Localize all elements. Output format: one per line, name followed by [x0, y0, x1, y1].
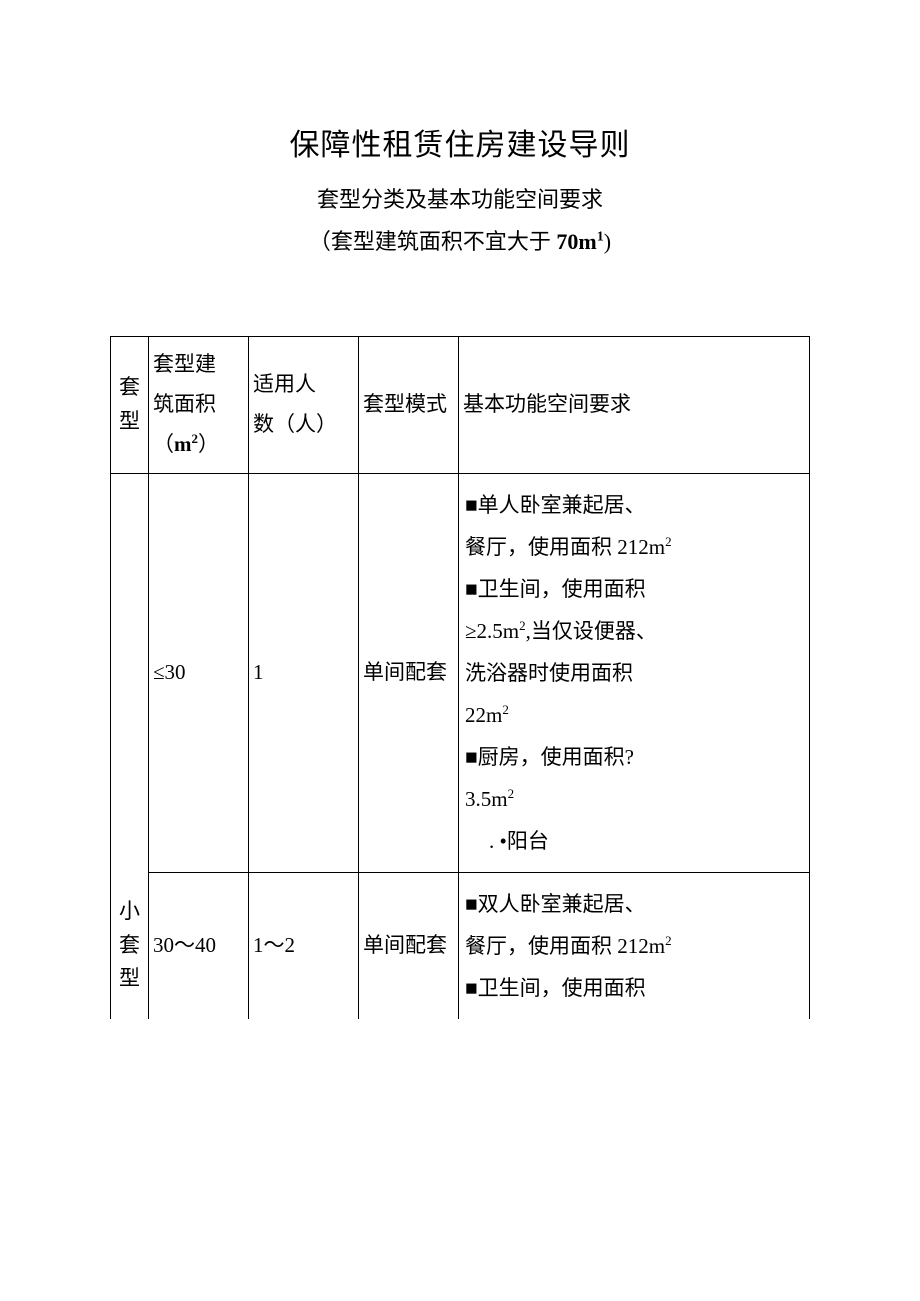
header-area-l2: 筑面积 [153, 392, 216, 416]
req-sup: 2 [502, 702, 509, 717]
document-subtitle-1: 套型分类及基本功能空间要求 [110, 182, 810, 214]
spec-table: 套 型 套型建 筑面积 （m2） 适用人 数（人） 套型模式 基本功能空间要求 … [110, 336, 810, 1019]
header-mode: 套型模式 [359, 337, 459, 474]
header-area: 套型建 筑面积 （m2） [149, 337, 249, 474]
header-type-l1: 套 [119, 375, 140, 399]
req-sup: 2 [665, 933, 672, 948]
req-line: 22m [465, 703, 502, 727]
subtitle2-sup: 1 [597, 230, 604, 245]
table-row: ≤30 1 单间配套 ■单人卧室兼起居、 餐厅，使用面积 212m2 ■卫生间，… [111, 473, 810, 872]
rowgroup-label-l3: 型 [119, 966, 140, 990]
header-area-l3p: （ [153, 432, 174, 456]
rowgroup-label: 小 套 型 [111, 872, 149, 1019]
cell-mode: 单间配套 [359, 473, 459, 872]
rowgroup-label-l1: 小 [119, 899, 140, 923]
req-line: ■卫生间，使用面积 [465, 976, 646, 1000]
cell-area: ≤30 [149, 473, 249, 872]
header-area-unit: m [174, 432, 192, 456]
header-persons-l1: 适用人 [253, 372, 316, 396]
document-subtitle-2: （套型建筑面积不宜大于 70m1) [110, 224, 810, 256]
req-line: ■双人卧室兼起居、 [465, 892, 646, 916]
cell-persons: 1～2 [249, 872, 359, 1019]
cell-mode: 单间配套 [359, 872, 459, 1019]
header-type: 套 型 [111, 337, 149, 474]
header-persons: 适用人 数（人） [249, 337, 359, 474]
req-line: ■卫生间，使用面积 [465, 577, 646, 601]
table-row: 小 套 型 30～40 1～2 单间配套 ■双人卧室兼起居、 餐厅，使用面积 2… [111, 872, 810, 1019]
req-line: ≥2.5m [465, 619, 519, 643]
rowgroup-cell-upper [111, 473, 149, 872]
req-line: ■厨房，使用面积? [465, 745, 634, 769]
req-line: 洗浴器时使用面积 [465, 661, 633, 685]
cell-requirements: ■单人卧室兼起居、 餐厅，使用面积 212m2 ■卫生间，使用面积 ≥2.5m2… [459, 473, 810, 872]
req-line: ,当仅设便器、 [526, 619, 657, 643]
subtitle2-value: 70m [556, 229, 596, 254]
req-line: . •阳台 [465, 829, 549, 853]
table-header-row: 套 型 套型建 筑面积 （m2） 适用人 数（人） 套型模式 基本功能空间要求 [111, 337, 810, 474]
subtitle2-suffix: ) [604, 229, 611, 254]
header-area-l1: 套型建 [153, 352, 216, 376]
req-line: 3.5m [465, 787, 508, 811]
header-persons-l2: 数（人） [253, 412, 337, 436]
document-title: 保障性租赁住房建设导则 [110, 120, 810, 164]
rowgroup-label-l2: 套 [119, 933, 140, 957]
subtitle2-prefix: （套型建筑面积不宜大于 [309, 229, 557, 254]
cell-persons: 1 [249, 473, 359, 872]
header-type-l2: 型 [119, 409, 140, 433]
cell-requirements: ■双人卧室兼起居、 餐厅，使用面积 212m2 ■卫生间，使用面积 [459, 872, 810, 1019]
header-area-l3s: ） [198, 432, 219, 456]
req-line: ■单人卧室兼起居、 [465, 493, 646, 517]
cell-area: 30～40 [149, 872, 249, 1019]
req-line: 餐厅，使用面积 212m [465, 934, 665, 958]
header-requirements: 基本功能空间要求 [459, 337, 810, 474]
req-sup: 2 [665, 534, 672, 549]
req-line: 餐厅，使用面积 212m [465, 535, 665, 559]
req-sup: 2 [508, 786, 515, 801]
